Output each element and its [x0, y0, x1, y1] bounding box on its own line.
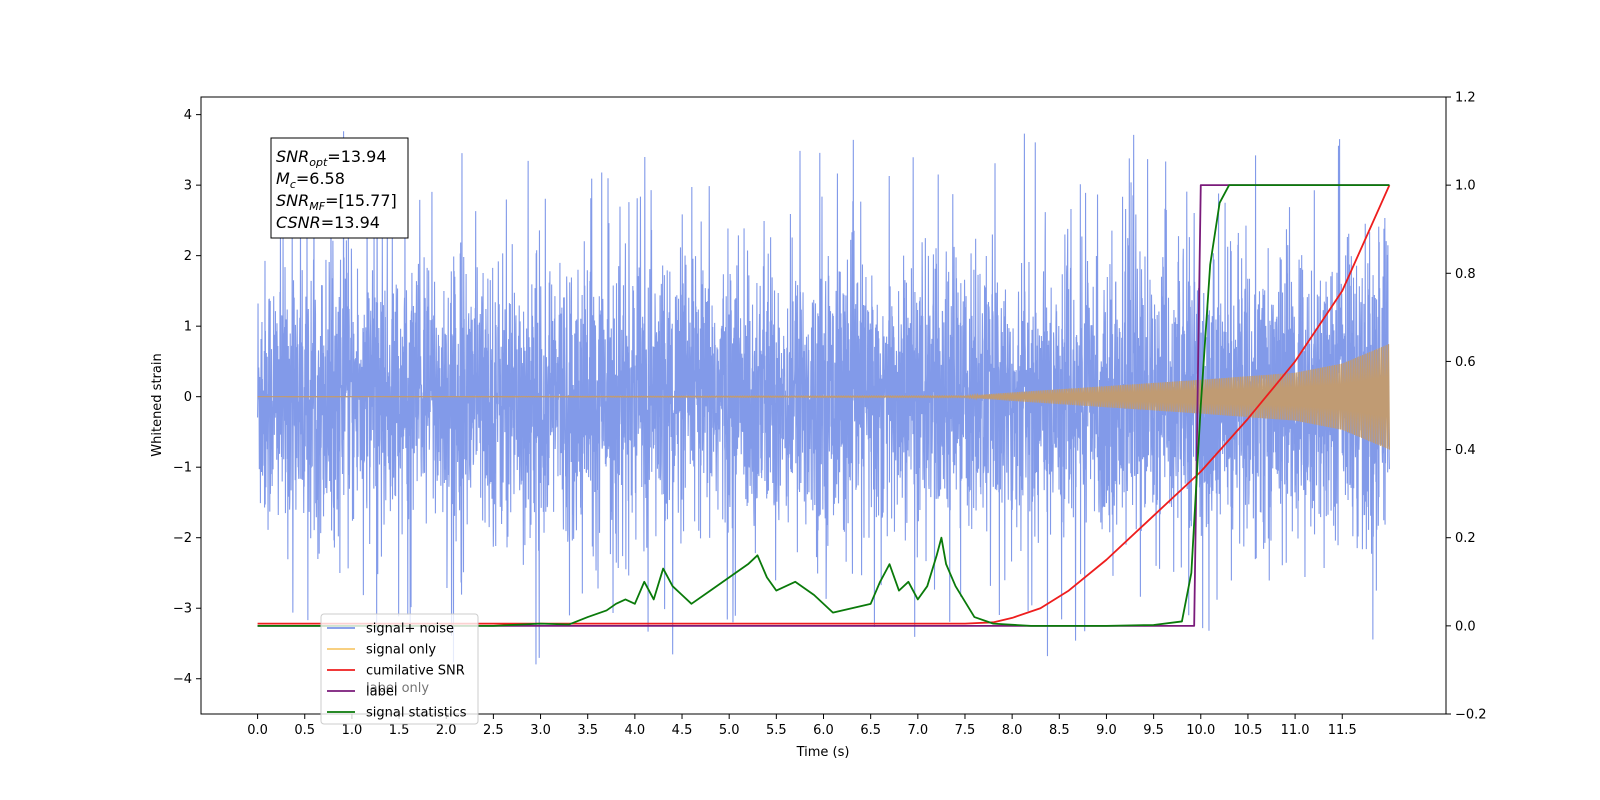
y-axis-label: Whitened strain [150, 353, 165, 456]
x-tick-label: 4.5 [672, 723, 693, 738]
x-tick-label: 0.5 [294, 723, 315, 738]
x-tick-label: 0.0 [247, 723, 268, 738]
x-tick-label: 3.0 [530, 723, 551, 738]
annotation-line-snr-mf: SNRMF=[15.77] [276, 191, 397, 213]
axes: 0.0 0.5 1.0 1.5 2.0 2.5 3.0 3.5 4.0 4.5 5.0 5.5 6.0 6… [173, 91, 1487, 739]
x-tick-label: 3.5 [577, 723, 598, 738]
legend-entry-label: signal only [366, 643, 436, 658]
x-tick-label: 7.0 [907, 723, 928, 738]
y-tick-label: 0 [184, 390, 192, 405]
x-tick-label: 4.0 [625, 723, 646, 738]
x-tick-label: 1.5 [389, 723, 410, 738]
y2-tick-label: 0.4 [1455, 443, 1476, 458]
annotation-box: SNRopt=13.94 Mc=6.58 SNRMF=[15.77] CSNR=… [270, 137, 409, 239]
y2-tick-label: 0.2 [1455, 531, 1476, 546]
y-tick-label: 4 [184, 108, 192, 123]
series-signal-only-line [257, 344, 1391, 450]
y2-tick-label: 0.6 [1455, 355, 1476, 370]
annotation-line-csnr: CSNR=13.94 [276, 213, 380, 232]
annotation-line-snr-opt: SNRopt=13.94 [276, 147, 387, 169]
x-tick-label: 6.5 [860, 723, 881, 738]
x-axis-label: Time (s) [796, 745, 850, 760]
x-tick-label: 2.0 [436, 723, 457, 738]
series-cumulative-snr-line [257, 184, 1391, 625]
legend: label only signal+ noise signal only cumil… [320, 613, 479, 725]
y-tick-label: 1 [184, 320, 192, 335]
series-signal-statistics-line [257, 184, 1390, 627]
legend-ghost-label: label only [366, 681, 429, 696]
x-tick-label: 9.0 [1096, 723, 1117, 738]
x-tick-label: 9.5 [1143, 723, 1164, 738]
y-tick-label: −3 [173, 602, 192, 617]
y2-tick-label: 0.0 [1455, 619, 1476, 634]
y2-tick-label: −0.2 [1455, 708, 1487, 723]
x-tick-label: 11.0 [1281, 723, 1310, 738]
x-tick-label: 5.5 [766, 723, 787, 738]
x-tick-label: 2.5 [483, 723, 504, 738]
x-tick-label: 10.5 [1233, 723, 1262, 738]
y-tick-label: 2 [184, 249, 192, 264]
y-tick-label: 3 [184, 179, 192, 194]
legend-entry-label: signal statistics [366, 706, 467, 721]
x-tick-label: 1.0 [342, 723, 363, 738]
y2-tick-label: 1.2 [1455, 91, 1476, 106]
x-tick-label: 10.0 [1186, 723, 1215, 738]
x-tick-label: 5.0 [719, 723, 740, 738]
x-tick-label: 11.5 [1328, 723, 1357, 738]
y-tick-label: −2 [173, 531, 192, 546]
y-tick-label: −4 [173, 672, 192, 687]
x-tick-label: 7.5 [955, 723, 976, 738]
plot-area [257, 131, 1391, 665]
annotation-line-mc: Mc=6.58 [276, 169, 345, 191]
x-tick-label: 8.5 [1049, 723, 1070, 738]
y-tick-label: −1 [173, 461, 192, 476]
legend-entry-label: label [366, 685, 397, 700]
legend-entry-label: signal+ noise [366, 622, 454, 637]
y2-tick-label: 1.0 [1455, 179, 1476, 194]
legend-entry-label: cumilative SNR [366, 664, 465, 679]
x-tick-label: 8.0 [1002, 723, 1023, 738]
x-tick-label: 6.0 [813, 723, 834, 738]
y2-tick-label: 0.8 [1455, 267, 1476, 282]
series-signal-noise-line [257, 131, 1390, 665]
